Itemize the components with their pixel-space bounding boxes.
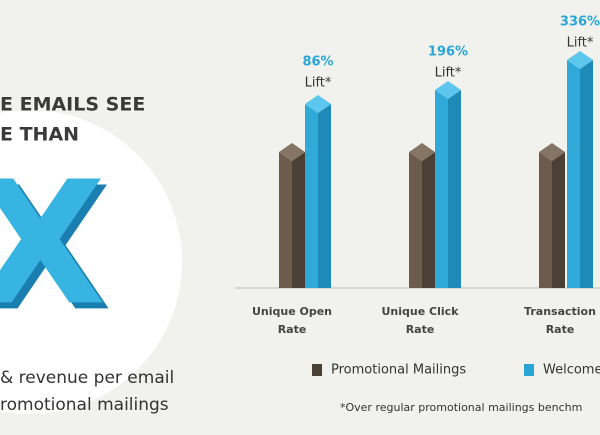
lift-value: 86%: [302, 55, 333, 70]
bar-top: [567, 51, 593, 69]
lift-value: 336%: [560, 15, 600, 30]
subline: & revenue per email: [0, 368, 174, 388]
circle-backdrop: [0, 110, 182, 414]
bar-top: [305, 95, 331, 113]
legend-label: Welcome: [543, 363, 600, 378]
lift-value: 196%: [428, 45, 468, 60]
bar-side: [435, 90, 448, 288]
big-number-shadow: 3X: [0, 151, 112, 349]
bar-side: [539, 152, 552, 288]
bar-top: [539, 143, 565, 161]
bar-side: [567, 60, 580, 288]
bar-side: [580, 60, 593, 288]
category-label: Rate: [546, 323, 575, 336]
footnote: *Over regular promotional mailings bench…: [340, 401, 582, 414]
bar-side: [292, 152, 305, 288]
bar-side: [409, 152, 422, 288]
legend-swatch: [312, 364, 322, 376]
headline: E THAN: [0, 124, 79, 146]
category-label: Unique Open: [252, 305, 332, 318]
subline: romotional mailings: [0, 395, 169, 415]
lift-word: Lift*: [567, 36, 594, 51]
category-label: Transaction: [524, 305, 596, 318]
bar-side: [552, 152, 565, 288]
bar-top: [435, 81, 461, 99]
category-label: Rate: [406, 323, 435, 336]
bar-side: [305, 104, 318, 288]
lift-word: Lift*: [305, 76, 332, 91]
bar-side: [448, 90, 461, 288]
legend-label: Promotional Mailings: [331, 363, 466, 378]
headline: E EMAILS SEE: [0, 94, 145, 116]
bar-top: [279, 143, 305, 161]
bar-top: [409, 143, 435, 161]
bar-side: [318, 104, 331, 288]
bar-side: [279, 152, 292, 288]
category-label: Rate: [278, 323, 307, 336]
big-number: 3X: [0, 145, 106, 343]
category-label: Unique Click: [382, 305, 460, 318]
lift-word: Lift*: [435, 66, 462, 81]
legend-swatch: [524, 364, 534, 376]
bar-side: [422, 152, 435, 288]
